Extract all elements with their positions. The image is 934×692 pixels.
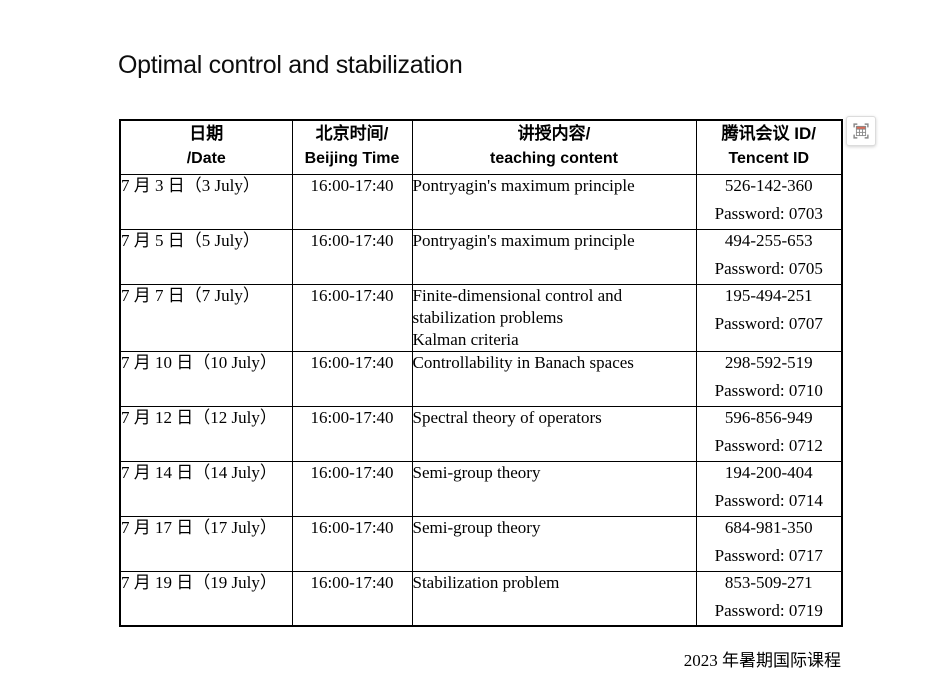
table-row: 7 月 17 日（17 July） 16:00-17:40 Semi-group… [119, 515, 843, 572]
footer-caption: 2023 年暑期国际课程 [683, 651, 841, 670]
table-body: 7 月 3 日（3 July） 16:00-17:40 Pontryagin's… [119, 173, 843, 627]
table-select-icon [850, 120, 872, 142]
header-tencent-id: 腾讯会议 ID/ Tencent ID [695, 119, 843, 175]
date-cell: 7 月 14 日（14 July） [119, 460, 293, 517]
content-cell: Pontryagin's maximum principle [411, 173, 697, 230]
meeting-id: 194-200-404 [724, 462, 813, 482]
header-time-en: Beijing Time [304, 150, 400, 167]
header-content: 讲授内容/ teaching content [411, 119, 697, 175]
date-cell: 7 月 7 日（7 July） [119, 283, 293, 352]
header-date: 日期 /Date [119, 119, 293, 175]
time-cell: 16:00-17:40 [291, 228, 413, 285]
meeting-password: Password: 0710 [714, 380, 823, 400]
meeting-id: 596-856-949 [724, 407, 813, 427]
meeting-password: Password: 0719 [714, 600, 823, 620]
schedule-table-wrap: 日期 /Date 北京时间/ Beijing Time 讲授内容/ teachi… [119, 119, 843, 627]
header-time-zh: 北京时间/ [315, 124, 389, 143]
content-cell: Finite-dimensional control and stabiliza… [411, 283, 697, 352]
date-cell: 7 月 10 日（10 July） [119, 350, 293, 407]
header-content-en: teaching content [489, 150, 618, 167]
header-time: 北京时间/ Beijing Time [291, 119, 413, 175]
date-cell: 7 月 19 日（19 July） [119, 570, 293, 627]
meeting-password: Password: 0703 [714, 203, 823, 223]
header-tencent-id-en: Tencent ID [728, 150, 810, 167]
meeting-id-cell: 195-494-251 Password: 0707 [695, 283, 843, 352]
table-row: 7 月 3 日（3 July） 16:00-17:40 Pontryagin's… [119, 173, 843, 230]
meeting-id-cell: 596-856-949 Password: 0712 [695, 405, 843, 462]
table-select-button[interactable] [846, 116, 876, 146]
meeting-password: Password: 0707 [714, 313, 823, 333]
time-cell: 16:00-17:40 [291, 570, 413, 627]
table-row: 7 月 19 日（19 July） 16:00-17:40 Stabilizat… [119, 570, 843, 627]
header-date-zh: 日期 [189, 124, 224, 143]
page-title: Optimal control and stabilization [118, 51, 463, 79]
table-header: 日期 /Date 北京时间/ Beijing Time 讲授内容/ teachi… [119, 119, 843, 175]
meeting-id: 684-981-350 [724, 517, 813, 537]
date-cell: 7 月 17 日（17 July） [119, 515, 293, 572]
content-cell: Semi-group theory [411, 515, 697, 572]
meeting-id: 526-142-360 [724, 175, 813, 195]
meeting-password: Password: 0712 [714, 435, 823, 455]
schedule-table: 日期 /Date 北京时间/ Beijing Time 讲授内容/ teachi… [119, 119, 843, 627]
header-tencent-id-zh: 腾讯会议 ID/ [721, 124, 816, 143]
date-cell: 7 月 5 日（5 July） [119, 228, 293, 285]
table-row: 7 月 5 日（5 July） 16:00-17:40 Pontryagin's… [119, 228, 843, 285]
time-cell: 16:00-17:40 [291, 405, 413, 462]
content-cell: Controllability in Banach spaces [411, 350, 697, 407]
content-cell: Semi-group theory [411, 460, 697, 517]
meeting-id-cell: 194-200-404 Password: 0714 [695, 460, 843, 517]
content-cell: Stabilization problem [411, 570, 697, 627]
time-cell: 16:00-17:40 [291, 283, 413, 352]
meeting-password: Password: 0705 [714, 258, 823, 278]
meeting-id: 195-494-251 [724, 285, 813, 305]
time-cell: 16:00-17:40 [291, 460, 413, 517]
content-cell: Spectral theory of operators [411, 405, 697, 462]
meeting-id-cell: 298-592-519 Password: 0710 [695, 350, 843, 407]
table-row: 7 月 7 日（7 July） 16:00-17:40 Finite-dimen… [119, 283, 843, 352]
time-cell: 16:00-17:40 [291, 515, 413, 572]
header-content-zh: 讲授内容/ [517, 124, 591, 143]
meeting-password: Password: 0717 [714, 545, 823, 565]
meeting-id: 298-592-519 [724, 352, 813, 372]
meeting-id-cell: 526-142-360 Password: 0703 [695, 173, 843, 230]
meeting-password: Password: 0714 [714, 490, 823, 510]
meeting-id: 494-255-653 [724, 230, 813, 250]
meeting-id-cell: 684-981-350 Password: 0717 [695, 515, 843, 572]
header-date-en: /Date [186, 150, 226, 167]
meeting-id: 853-509-271 [724, 572, 813, 592]
date-cell: 7 月 3 日（3 July） [119, 173, 293, 230]
meeting-id-cell: 494-255-653 Password: 0705 [695, 228, 843, 285]
time-cell: 16:00-17:40 [291, 350, 413, 407]
table-row: 7 月 12 日（12 July） 16:00-17:40 Spectral t… [119, 405, 843, 462]
table-row: 7 月 10 日（10 July） 16:00-17:40 Controllab… [119, 350, 843, 407]
meeting-id-cell: 853-509-271 Password: 0719 [695, 570, 843, 627]
date-cell: 7 月 12 日（12 July） [119, 405, 293, 462]
content-cell: Pontryagin's maximum principle [411, 228, 697, 285]
time-cell: 16:00-17:40 [291, 173, 413, 230]
table-row: 7 月 14 日（14 July） 16:00-17:40 Semi-group… [119, 460, 843, 517]
